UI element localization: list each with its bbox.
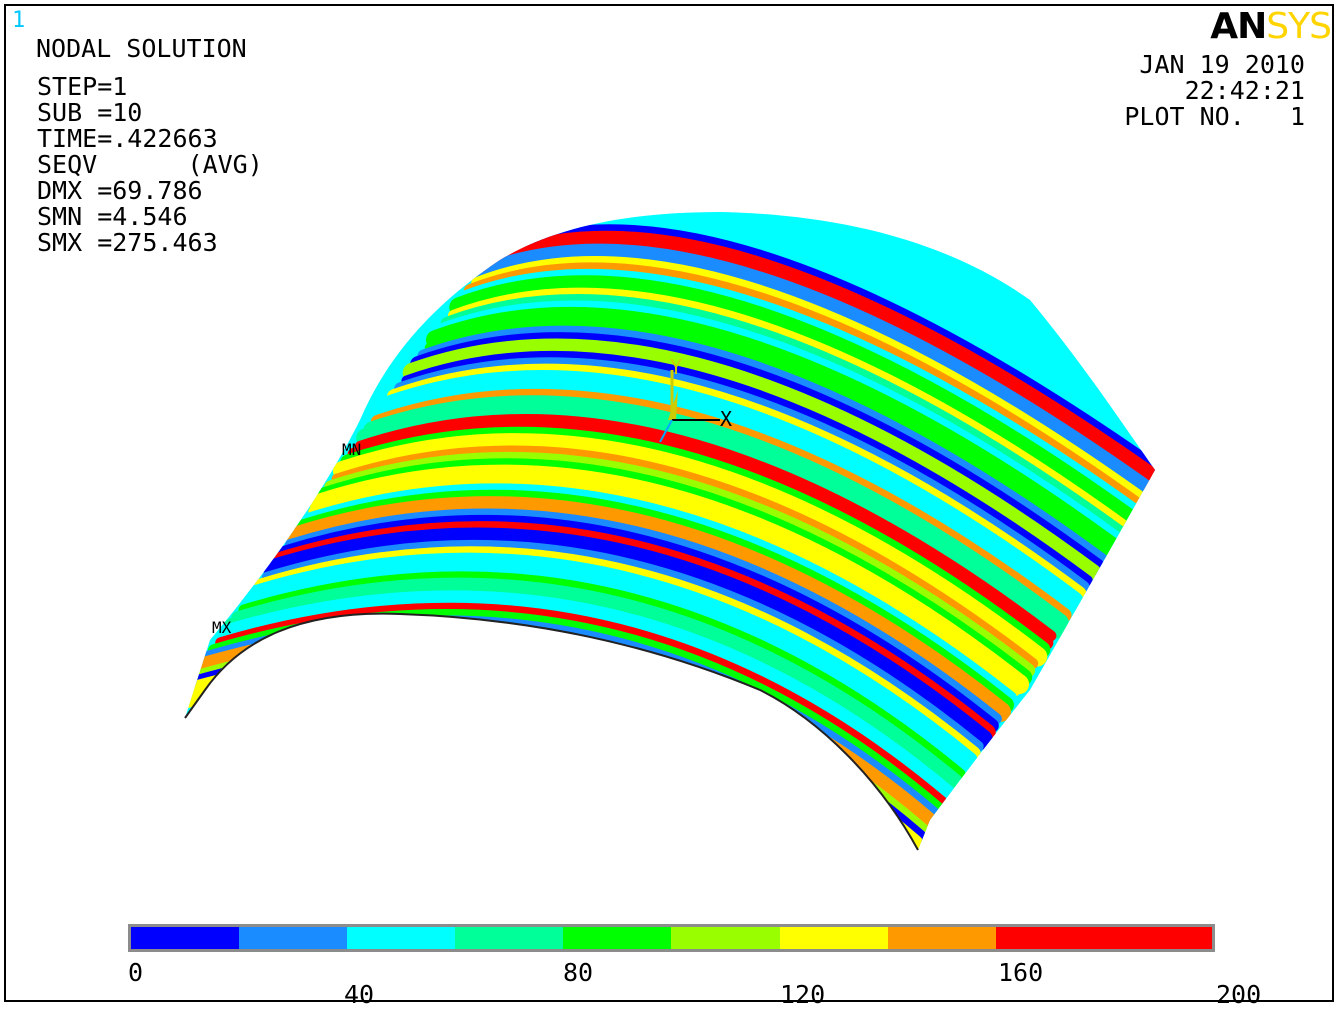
color-legend-bar <box>128 924 1215 952</box>
logo-part-an: AN <box>1210 6 1267 47</box>
legend-segment-6 <box>779 927 888 949</box>
triad-y-label: Y <box>670 355 683 379</box>
contour-band <box>354 414 1057 642</box>
contour-band <box>402 338 1102 584</box>
plot-number: PLOT NO. 1 <box>1124 102 1305 131</box>
contour-band <box>261 539 984 752</box>
legend-tick-120: 120 <box>780 980 826 1009</box>
contour-band <box>263 527 993 750</box>
contour-band <box>332 433 1048 667</box>
contour-band <box>331 445 1039 669</box>
legend-segment-4 <box>563 927 672 949</box>
contour-band <box>426 306 1120 556</box>
plot-info: JAN 19 2010 22:42:21 PLOT NO. 1 <box>1124 52 1305 130</box>
legend-tick-40: 40 <box>344 980 375 1009</box>
solution-line-smn: SMN =4.546 <box>37 202 188 231</box>
legend-segment-0 <box>131 927 240 949</box>
legend-tick-0: 0 <box>128 958 144 987</box>
contour-bands <box>185 212 1155 850</box>
contour-band <box>308 477 1021 697</box>
solution-line-dmx: DMX =69.786 <box>37 176 203 205</box>
legend-tick-200: 200 <box>1216 980 1262 1009</box>
solution-line-step: STEP=1 <box>37 72 128 101</box>
logo-part-sys: SYS <box>1266 6 1332 47</box>
plot-time: 22:42:21 <box>1184 76 1305 105</box>
legend-segment-8 <box>995 927 1104 949</box>
contour-band <box>378 382 1075 614</box>
contour-band <box>401 350 1093 587</box>
solution-line-time: TIME=.422663 <box>37 124 218 153</box>
contour-band <box>424 319 1111 559</box>
contour-band <box>449 275 1139 529</box>
legend-segment-1 <box>239 927 348 949</box>
solution-line-smx: SMX =275.463 <box>37 228 218 257</box>
contour-band <box>472 243 1155 501</box>
legend-tick-80: 80 <box>563 958 594 987</box>
legend-segment-9 <box>1103 927 1212 949</box>
contour-band <box>379 370 1084 612</box>
contour-band <box>239 559 975 778</box>
ansys-logo: ANSYS <box>1210 6 1332 47</box>
legend-segment-7 <box>887 927 996 949</box>
contour-band <box>286 496 1011 722</box>
contour-band <box>238 571 966 780</box>
plot-date: JAN 19 2010 <box>1139 50 1305 79</box>
contour-band <box>494 224 1155 476</box>
legend-segment-2 <box>347 927 456 949</box>
max-marker: MX <box>212 618 232 637</box>
contour-band <box>285 508 1002 725</box>
min-marker: MN <box>342 440 362 459</box>
solution-title: NODAL SOLUTION <box>36 34 247 63</box>
legend-segment-5 <box>671 927 780 949</box>
solution-line-sub: SUB =10 <box>37 98 143 127</box>
contour-band <box>471 256 1148 504</box>
triad-x-label: X <box>720 407 733 431</box>
window-number: 1 <box>12 8 26 33</box>
legend-segment-3 <box>455 927 564 949</box>
solution-line-seqv: SEQV (AVG) <box>37 150 263 179</box>
contour-band <box>447 287 1130 531</box>
legend-tick-160: 160 <box>998 958 1044 987</box>
coordinate-triad <box>659 370 720 443</box>
contour-band <box>216 590 957 805</box>
contour-band <box>356 401 1066 639</box>
contour-band <box>309 464 1030 695</box>
